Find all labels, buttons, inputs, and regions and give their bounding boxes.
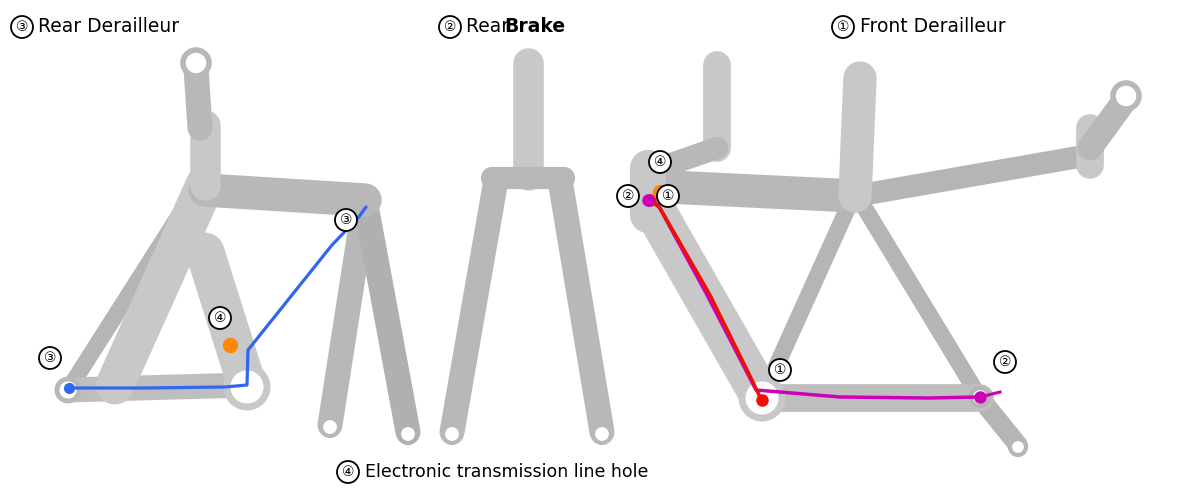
- Circle shape: [1010, 439, 1025, 455]
- Circle shape: [617, 185, 640, 207]
- Text: ②: ②: [998, 355, 1011, 369]
- Text: ②: ②: [622, 189, 635, 203]
- Circle shape: [209, 307, 231, 329]
- Text: ③: ③: [44, 351, 57, 365]
- Text: ③: ③: [340, 213, 353, 227]
- Text: Rear: Rear: [466, 18, 516, 36]
- Circle shape: [442, 425, 461, 443]
- Circle shape: [227, 367, 267, 407]
- Circle shape: [337, 461, 359, 483]
- Text: ④: ④: [654, 155, 667, 169]
- Circle shape: [321, 418, 339, 436]
- Text: Electronic transmission line hole: Electronic transmission line hole: [365, 463, 648, 481]
- Text: Rear Derailleur: Rear Derailleur: [38, 18, 179, 36]
- Circle shape: [439, 16, 461, 38]
- Text: ④: ④: [214, 311, 227, 325]
- Circle shape: [832, 16, 854, 38]
- Circle shape: [335, 209, 358, 231]
- Circle shape: [742, 378, 782, 418]
- Circle shape: [399, 425, 417, 443]
- Circle shape: [57, 379, 79, 401]
- Circle shape: [594, 425, 611, 443]
- Circle shape: [649, 151, 671, 173]
- Text: ①: ①: [837, 20, 850, 34]
- Text: ④: ④: [342, 465, 354, 479]
- Text: Brake: Brake: [504, 18, 565, 36]
- Circle shape: [183, 50, 209, 76]
- Circle shape: [971, 388, 989, 406]
- Text: ①: ①: [774, 363, 786, 377]
- Circle shape: [39, 347, 61, 369]
- Circle shape: [11, 16, 33, 38]
- Text: ②: ②: [444, 20, 457, 34]
- Circle shape: [994, 351, 1016, 373]
- Circle shape: [657, 185, 678, 207]
- Text: Front Derailleur: Front Derailleur: [860, 18, 1005, 36]
- Text: ①: ①: [662, 189, 674, 203]
- Text: ③: ③: [15, 20, 28, 34]
- Circle shape: [769, 359, 791, 381]
- Circle shape: [1113, 83, 1139, 109]
